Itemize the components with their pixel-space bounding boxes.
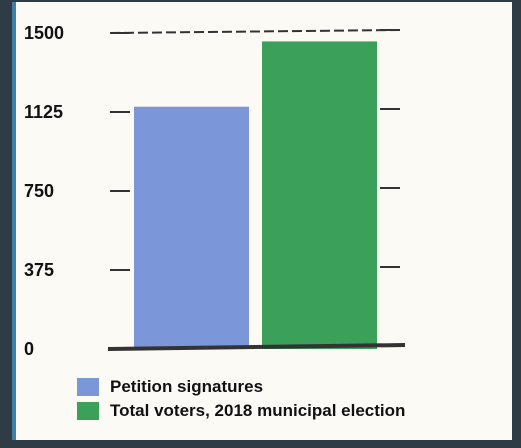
y-tick-label: 0 (24, 339, 34, 359)
y-axis: 0 375 750 1125 1500 (24, 23, 401, 359)
legend-swatch (77, 378, 99, 396)
y-tick-label: 750 (24, 181, 54, 201)
x-axis-baseline (107, 343, 406, 351)
y-tick-label: 375 (24, 260, 54, 280)
legend: Petition signatures Total voters, 2018 mu… (77, 377, 405, 420)
top-gridline (109, 29, 401, 34)
y-tick-label: 1500 (24, 23, 64, 43)
legend-label: Petition signatures (110, 377, 263, 396)
y-tick-label: 1125 (24, 102, 63, 122)
bar-total-voters (262, 41, 377, 349)
bars (134, 41, 377, 349)
bar-petition-signatures (134, 106, 249, 349)
legend-label: Total voters, 2018 municipal election (110, 401, 405, 420)
legend-swatch (77, 402, 99, 420)
